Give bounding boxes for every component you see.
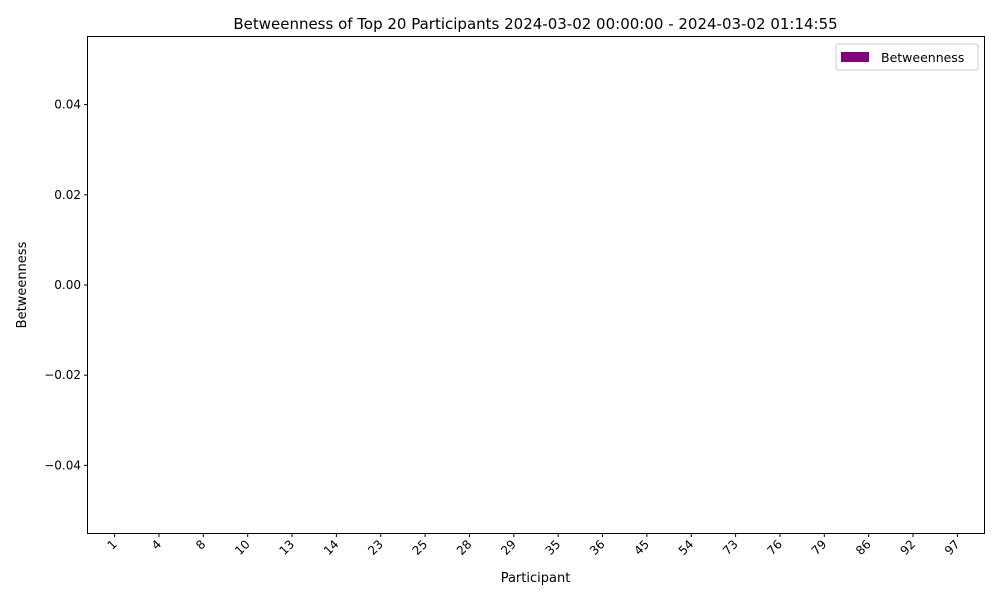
y-axis: −0.04 −0.02 0.00 0.02 0.04 <box>44 98 88 472</box>
x-axis: 1 4 8 10 13 14 23 25 28 29 35 36 45 54 73 76 79 86 92 97 <box>104 533 963 558</box>
x-tick-label: 79 <box>809 537 830 558</box>
x-tick-label: 29 <box>498 537 519 558</box>
y-tick-label: 0.04 <box>54 98 81 112</box>
x-tick-label: 36 <box>587 537 608 558</box>
y-tick-label: −0.02 <box>44 368 81 382</box>
legend-frame <box>835 43 979 71</box>
x-tick-label: 8 <box>193 537 208 552</box>
x-tick-label: 1 <box>104 537 119 552</box>
x-tick-label: 14 <box>321 537 342 558</box>
x-tick-label: 45 <box>631 537 652 558</box>
x-axis-label: Participant <box>501 571 571 586</box>
x-tick-label: 86 <box>853 537 874 558</box>
chart-title: Betweenness of Top 20 Participants 2024-… <box>233 15 837 33</box>
y-tick-label: 0.00 <box>54 278 81 292</box>
x-tick-label: 23 <box>365 537 386 558</box>
x-tick-label: 92 <box>897 537 918 558</box>
y-tick-label: 0.02 <box>54 188 81 202</box>
y-tick-label: −0.04 <box>44 458 81 472</box>
x-tick-label: 97 <box>942 537 963 558</box>
x-tick-label: 28 <box>454 537 475 558</box>
x-tick-label: 4 <box>149 537 164 552</box>
y-axis-label: Betweenness <box>15 241 30 328</box>
x-tick-label: 10 <box>232 537 253 558</box>
x-tick-label: 76 <box>764 537 785 558</box>
legend-swatch-betweenness <box>841 52 869 62</box>
x-tick-label: 73 <box>720 537 741 558</box>
legend: Betweenness <box>835 43 979 71</box>
x-tick-label: 35 <box>543 537 564 558</box>
x-tick-label: 54 <box>676 537 697 558</box>
plot-area <box>87 36 985 534</box>
x-tick-label: 25 <box>410 537 431 558</box>
x-tick-label: 13 <box>276 537 297 558</box>
legend-label-betweenness: Betweenness <box>881 50 964 65</box>
